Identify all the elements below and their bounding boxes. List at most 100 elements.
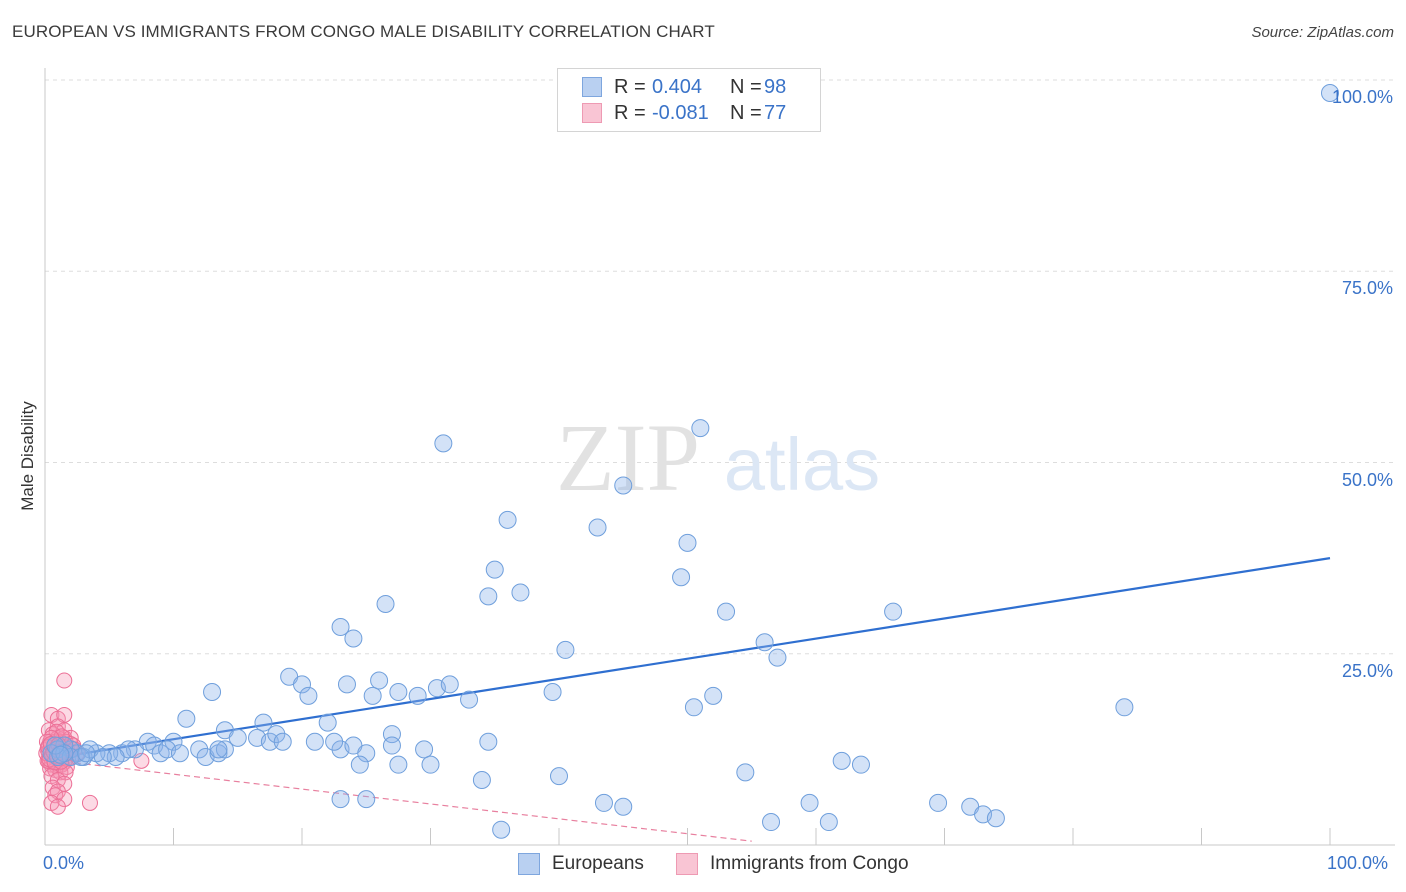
source-label: Source: ZipAtlas.com <box>1251 24 1394 41</box>
europeans-point <box>228 728 247 747</box>
europeans-point <box>1321 84 1339 103</box>
europeans-point <box>736 763 755 782</box>
europeans-point <box>331 617 350 636</box>
congo-point <box>56 672 73 689</box>
europeans-point <box>479 732 498 751</box>
bottom-congo-label: Immigrants from Congo <box>710 853 909 874</box>
europeans-point <box>434 434 453 453</box>
europeans-point <box>762 813 781 832</box>
europeans-point <box>389 683 408 701</box>
watermark-atlas: atlas <box>724 423 880 506</box>
europeans-point <box>800 793 819 812</box>
europeans-point <box>684 698 703 717</box>
europeans-point <box>389 755 408 774</box>
europeans-point <box>1115 698 1134 717</box>
europeans-point <box>344 629 363 648</box>
axes <box>44 68 1395 846</box>
europeans-point <box>986 809 1005 828</box>
europeans-point <box>106 748 125 767</box>
congo-swatch <box>582 103 602 123</box>
europeans-point <box>267 725 286 744</box>
europeans-r-value: 0.404 <box>652 75 703 98</box>
europeans-point <box>851 755 870 774</box>
congo-trend-line <box>44 758 752 842</box>
europeans-point <box>299 686 318 705</box>
europeans-point <box>376 595 395 614</box>
bottom-europeans-swatch <box>518 853 540 875</box>
europeans-point <box>337 675 356 694</box>
watermark-zip: ZIP <box>556 404 700 511</box>
legend-row-congo: R = -0.081 N = 77 <box>582 101 786 125</box>
europeans-point <box>550 767 568 786</box>
europeans-point <box>325 732 344 751</box>
europeans-point <box>691 419 710 438</box>
europeans-point <box>832 751 851 770</box>
europeans-point <box>588 518 607 537</box>
europeans-point <box>293 675 311 694</box>
europeans-point <box>755 633 774 652</box>
europeans-point <box>273 732 292 751</box>
congo-n-value: 77 <box>764 101 787 124</box>
europeans-point <box>46 736 65 755</box>
europeans-point <box>170 744 189 763</box>
europeans-point <box>51 745 70 764</box>
europeans-point <box>440 675 459 694</box>
europeans-point <box>215 740 234 759</box>
europeans-point <box>254 713 273 732</box>
europeans-point <box>672 568 691 587</box>
europeans-point <box>318 713 337 732</box>
europeans-point <box>305 732 324 751</box>
europeans-point <box>203 683 222 701</box>
y-tick-label-2: 75.0% <box>1341 278 1393 299</box>
europeans-point <box>678 533 697 552</box>
europeans-point <box>485 560 504 579</box>
europeans-n-label: N = <box>730 75 762 98</box>
bottom-legend-congo: Immigrants from Congo <box>676 852 909 876</box>
x-tick-label-min: 0.0% <box>43 853 85 873</box>
europeans-point <box>492 820 511 839</box>
europeans-point <box>408 686 427 705</box>
congo-r-value: -0.081 <box>652 101 709 124</box>
grid-lines <box>45 79 1395 655</box>
y-tick-label-1: 50.0% <box>1341 469 1393 490</box>
trend-lines <box>44 557 1331 842</box>
europeans-point <box>543 683 562 701</box>
europeans-point <box>884 602 903 621</box>
europeans-point <box>460 690 479 709</box>
europeans-point <box>357 744 376 763</box>
europeans-point <box>350 755 369 774</box>
europeans-point <box>382 736 401 755</box>
bottom-europeans-label: Europeans <box>552 853 644 874</box>
europeans-point <box>717 602 736 621</box>
europeans-point <box>614 797 633 816</box>
europeans-trend-line <box>44 557 1331 761</box>
europeans-point <box>370 671 389 690</box>
europeans-point <box>768 648 787 667</box>
congo-point <box>49 798 66 815</box>
x-tick-label-max: 100.0% <box>1327 853 1389 873</box>
europeans-point <box>93 748 112 767</box>
europeans-point <box>164 732 183 751</box>
y-tick-label-0: 25.0% <box>1341 660 1393 681</box>
europeans-points <box>42 84 1339 839</box>
europeans-point <box>498 510 517 529</box>
europeans-point <box>363 686 382 705</box>
europeans-point <box>415 740 434 759</box>
europeans-point <box>479 587 498 606</box>
europeans-point <box>511 583 530 602</box>
chart-title: EUROPEAN VS IMMIGRANTS FROM CONGO MALE D… <box>12 22 715 41</box>
europeans-point <box>190 740 209 759</box>
bottom-congo-swatch <box>676 853 698 875</box>
europeans-point <box>209 740 228 759</box>
legend-row-europeans: R = 0.404 N = 98 <box>582 75 786 99</box>
europeans-point <box>704 686 723 705</box>
europeans-point <box>819 813 838 832</box>
europeans-n-value: 98 <box>764 75 787 98</box>
europeans-point <box>177 709 196 728</box>
correlation-legend: R = 0.404 N = 98 R = -0.081 N = 77 <box>557 68 821 132</box>
europeans-point <box>929 793 948 812</box>
europeans-point <box>421 755 440 774</box>
europeans-point <box>556 640 575 659</box>
congo-r-label: R = <box>614 101 646 124</box>
